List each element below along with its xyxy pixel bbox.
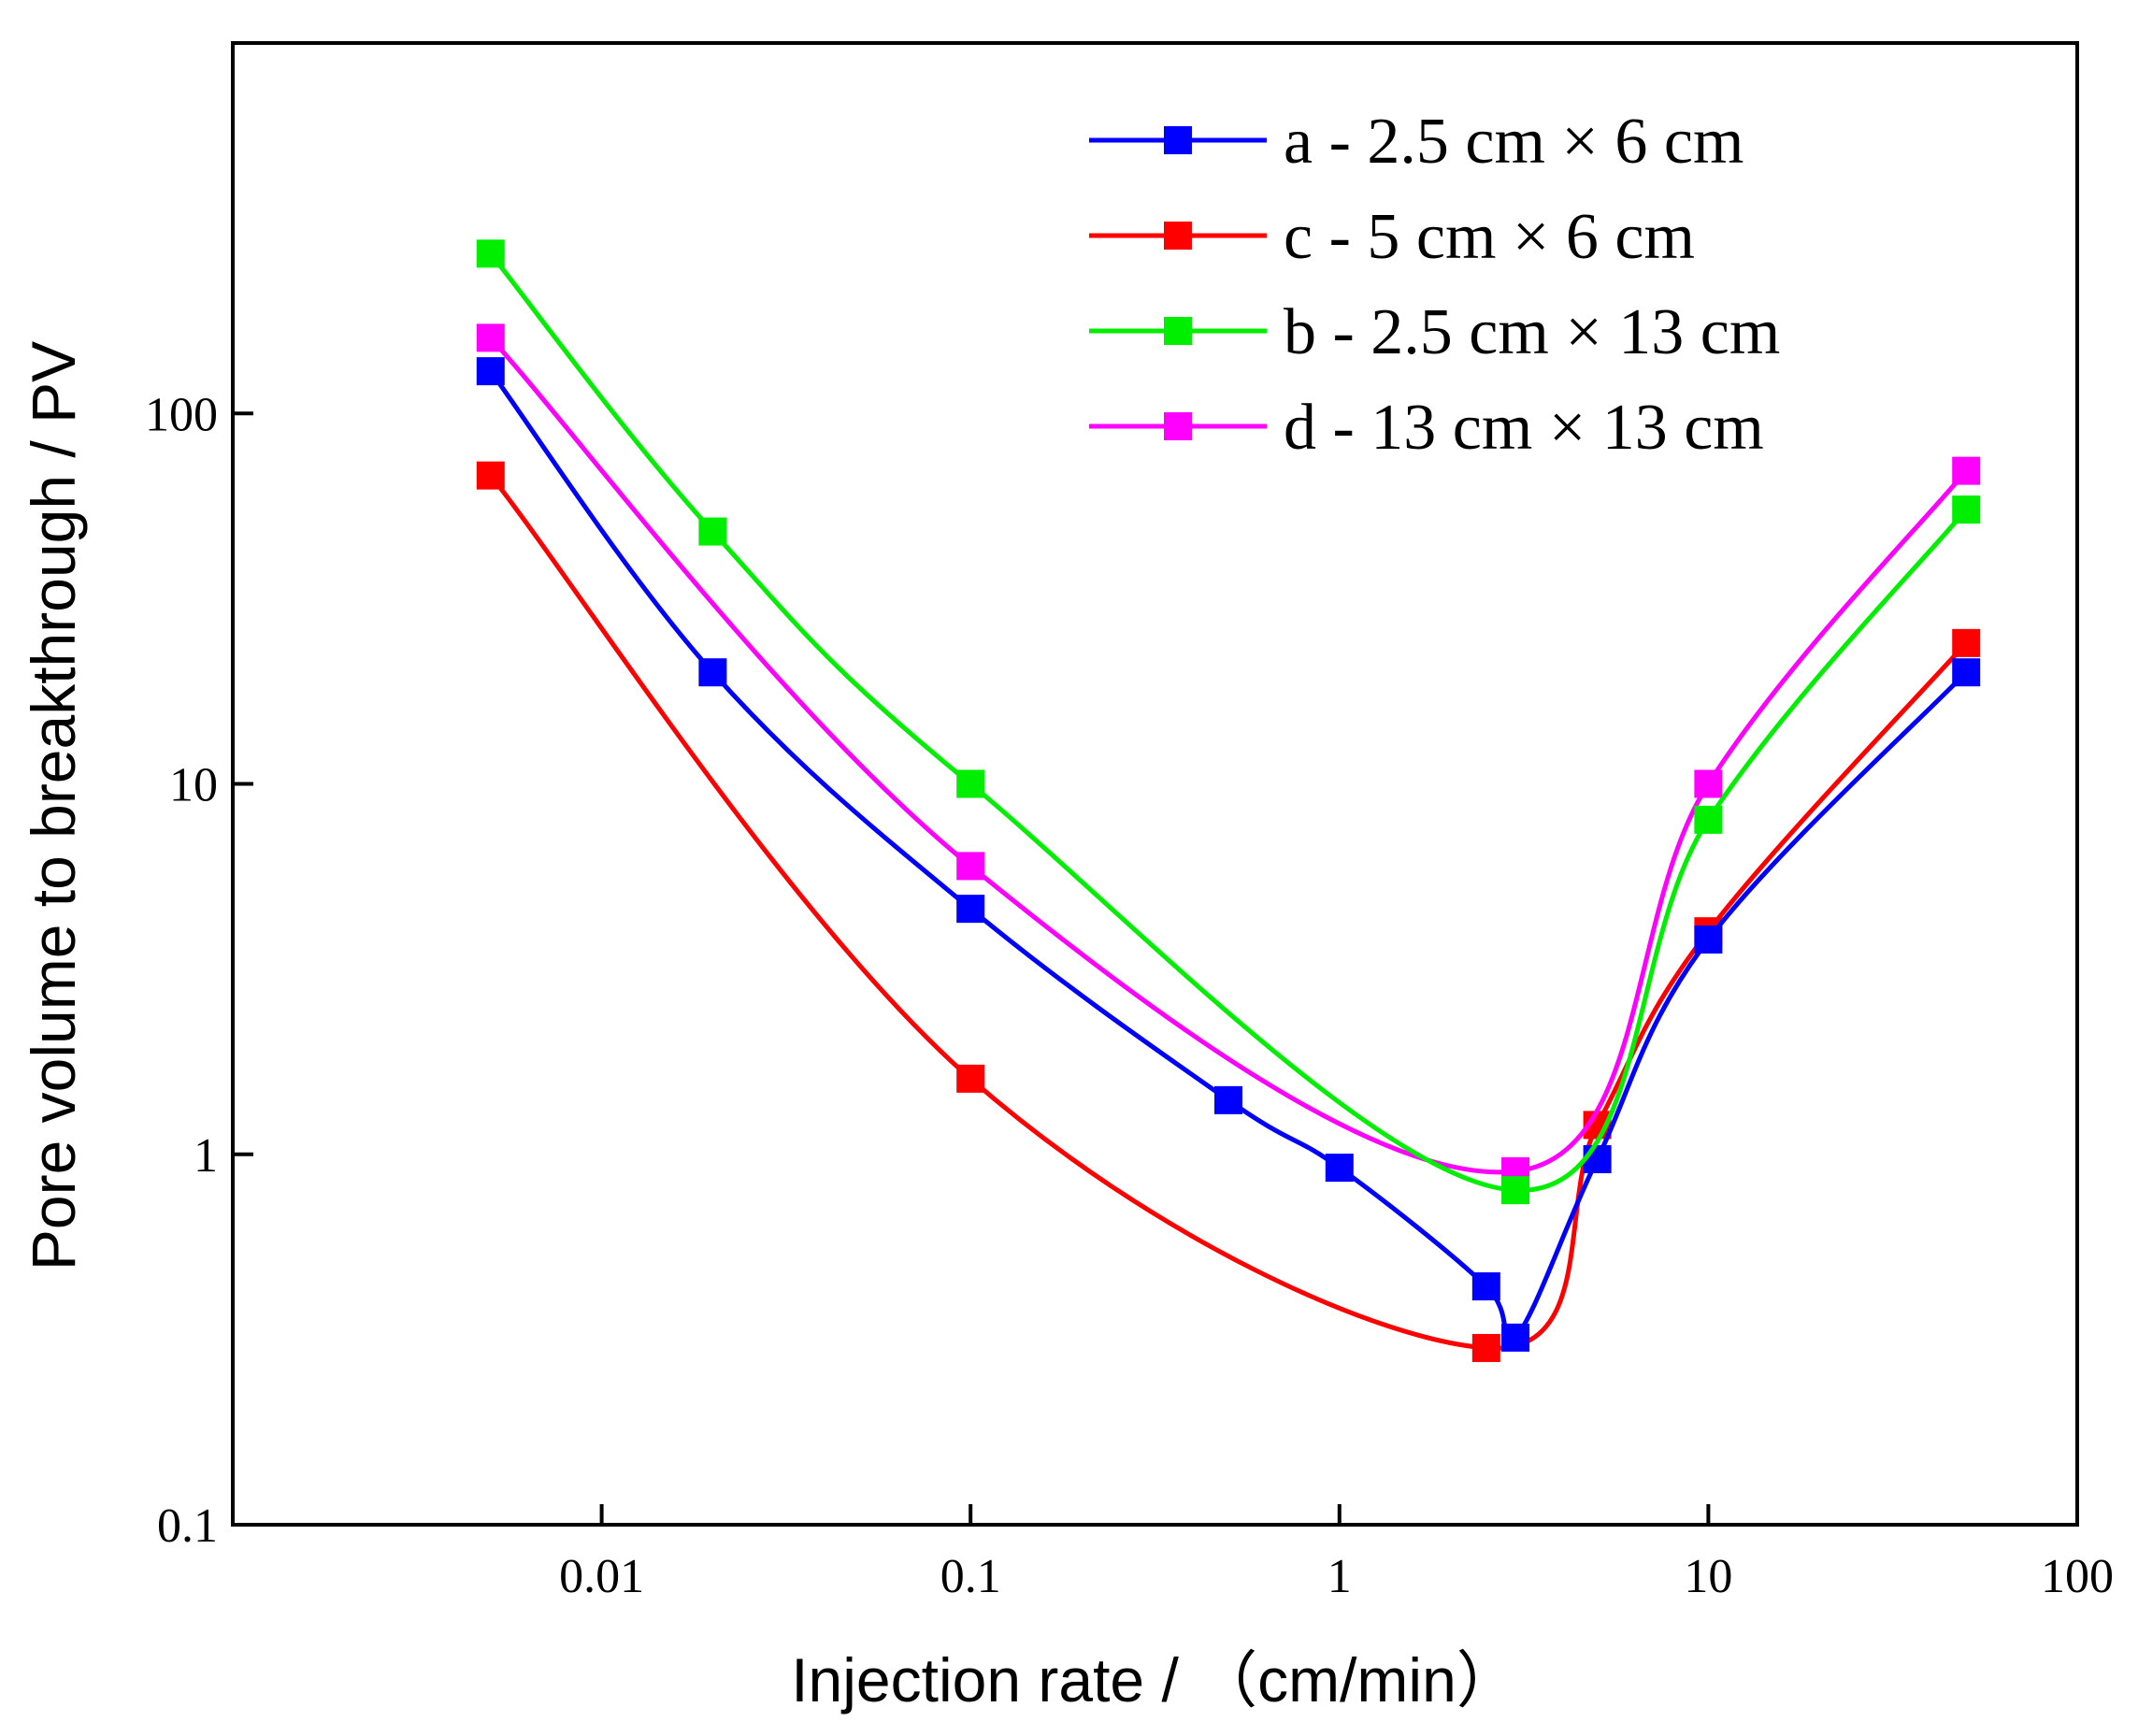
series-4: [476, 323, 1981, 1185]
x-tick-label: 0.01: [559, 1550, 644, 1603]
legend-marker: [1164, 222, 1192, 250]
data-point-marker: [1471, 1272, 1500, 1301]
data-point-marker: [698, 658, 727, 687]
series-line: [488, 474, 1969, 1351]
series-line: [488, 336, 1969, 1175]
legend-label: c - 5 cm × 6 cm: [1284, 201, 1695, 273]
data-point-marker: [956, 852, 985, 881]
data-point-marker: [1501, 1176, 1530, 1205]
x-axis-title: Injection rate / （cm/min）: [791, 1645, 1518, 1714]
data-point-marker: [1694, 805, 1723, 834]
legend-label: a - 2.5 cm × 6 cm: [1284, 106, 1743, 178]
legend-marker: [1164, 317, 1192, 345]
legend-label: d - 13 cm × 13 cm: [1284, 392, 1764, 464]
y-tick-label: 0.1: [157, 1499, 218, 1553]
data-point-marker: [956, 895, 985, 924]
y-axis-title: Pore volume to breakthrough / PV: [19, 341, 88, 1270]
data-point-marker: [698, 517, 727, 546]
y-tick-label: 1: [194, 1129, 218, 1183]
data-point-marker: [1952, 456, 1981, 485]
data-point-marker: [1325, 1154, 1354, 1183]
data-point-marker: [476, 323, 505, 352]
data-point-marker: [1952, 495, 1981, 524]
x-tick-label: 10: [1684, 1550, 1732, 1603]
legend-item: a - 2.5 cm × 6 cm: [1089, 106, 1743, 178]
series-1: [476, 357, 1981, 1352]
data-point-marker: [1214, 1085, 1243, 1114]
data-point-marker: [956, 1064, 985, 1093]
series-line: [488, 369, 1969, 1347]
data-point-marker: [1952, 658, 1981, 687]
x-tick-label: 0.1: [940, 1550, 1001, 1603]
data-point-marker: [476, 357, 505, 386]
data-point-marker: [1694, 769, 1723, 798]
legend-item: c - 5 cm × 6 cm: [1089, 201, 1695, 273]
legend-item: b - 2.5 cm × 13 cm: [1089, 296, 1780, 368]
data-point-marker: [1694, 925, 1723, 954]
series-layer: [476, 239, 1981, 1362]
x-axis-ticks: 0.01 0.1 1 10 100: [559, 1504, 2114, 1603]
data-point-marker: [1471, 1333, 1500, 1362]
legend-marker: [1164, 412, 1192, 440]
x-tick-label: 100: [2041, 1550, 2114, 1603]
data-point-marker: [1501, 1323, 1530, 1352]
legend-label: b - 2.5 cm × 13 cm: [1284, 296, 1780, 368]
y-axis-ticks: 0.1 1 10 100: [145, 388, 253, 1553]
legend: a - 2.5 cm × 6 cm c - 5 cm × 6 cm b - 2.5 …: [1089, 106, 1780, 464]
data-point-marker: [1952, 628, 1981, 657]
data-point-marker: [1583, 1144, 1612, 1173]
y-tick-label: 10: [169, 759, 218, 812]
x-tick-label: 1: [1327, 1550, 1352, 1603]
series-2: [476, 461, 1981, 1362]
series-3: [476, 239, 1981, 1205]
y-tick-label: 100: [145, 388, 218, 441]
legend-item: d - 13 cm × 13 cm: [1089, 392, 1764, 464]
data-point-marker: [956, 769, 985, 798]
legend-marker: [1164, 126, 1192, 154]
data-point-marker: [476, 461, 505, 490]
data-point-marker: [476, 239, 505, 268]
plot-frame: [231, 41, 2079, 1527]
